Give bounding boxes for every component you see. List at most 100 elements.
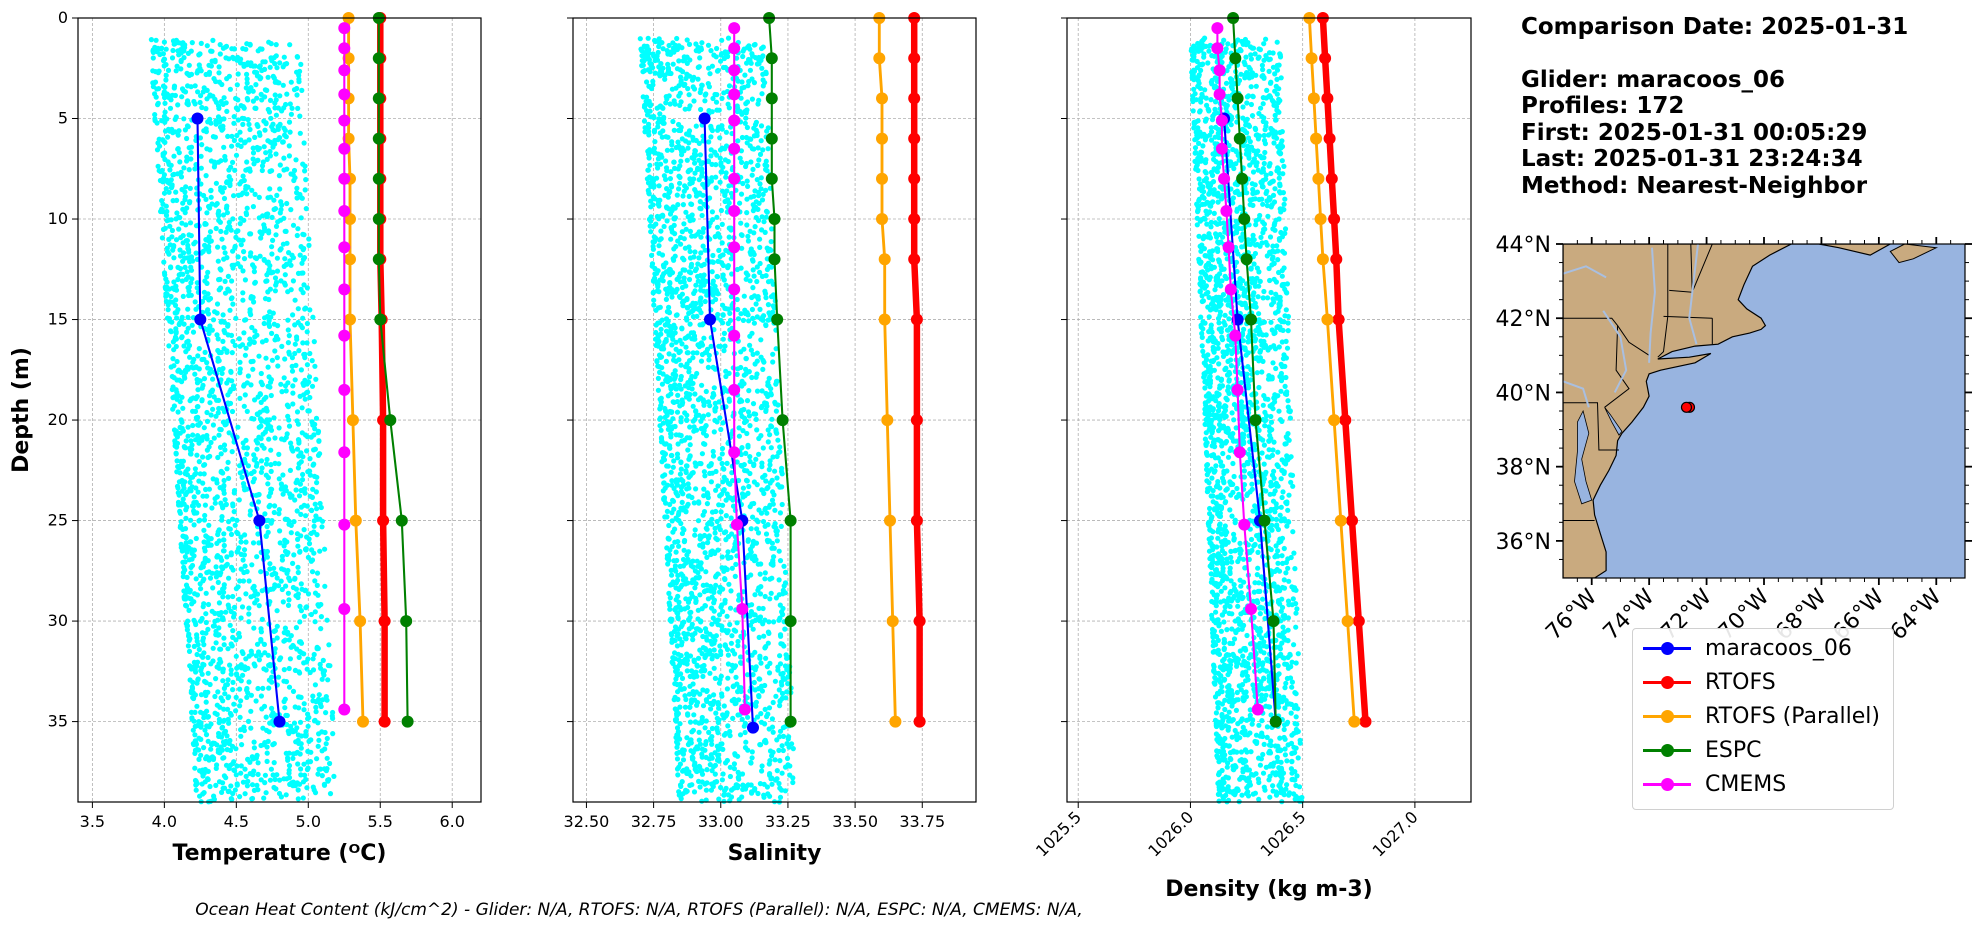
scatter-point: [221, 755, 227, 761]
scatter-point: [708, 153, 714, 159]
scatter-point: [226, 224, 232, 230]
scatter-point: [312, 790, 319, 796]
scatter-point: [197, 581, 203, 587]
scatter-point: [203, 246, 209, 252]
scatter-point: [154, 86, 160, 92]
scatter-point: [300, 471, 306, 478]
scatter-point: [687, 442, 693, 448]
scatter-point: [216, 600, 222, 606]
scatter-point: [208, 439, 214, 446]
scatter-point: [256, 353, 262, 359]
scatter-point: [216, 397, 222, 403]
scatter-point: [295, 536, 301, 543]
scatter-point: [212, 500, 218, 506]
scatter-point: [675, 626, 682, 632]
scatter-point: [670, 529, 676, 535]
scatter-point: [699, 212, 705, 219]
scatter-point: [213, 180, 219, 186]
scatter-point: [203, 692, 209, 699]
scatter-point: [199, 397, 205, 403]
scatter-point: [241, 382, 247, 388]
scatter-point: [312, 619, 318, 625]
scatter-point: [194, 394, 200, 400]
scatter-point: [226, 720, 232, 726]
scatter-point: [290, 255, 296, 261]
scatter-point: [692, 267, 699, 274]
scatter-point: [325, 778, 331, 784]
scatter-point: [779, 682, 785, 688]
scatter-point: [739, 407, 745, 413]
scatter-point: [705, 495, 711, 501]
scatter-point: [681, 547, 687, 553]
scatter-point: [204, 280, 210, 286]
scatter-point: [655, 387, 662, 393]
scatter-point: [240, 578, 247, 584]
scatter-point: [768, 445, 774, 451]
scatter-point: [247, 512, 253, 518]
scatter-point: [241, 403, 247, 409]
scatter-point: [216, 405, 222, 412]
scatter-point: [306, 541, 313, 547]
scatter-point: [681, 236, 687, 242]
scatter-point: [265, 481, 271, 487]
scatter-point: [194, 285, 200, 291]
scatter-point: [689, 697, 695, 703]
scatter-point: [238, 215, 244, 221]
scatter-point: [281, 155, 287, 161]
scatter-point: [322, 729, 328, 736]
scatter-point: [200, 564, 206, 570]
scatter-point: [221, 548, 227, 554]
scatter-point: [210, 134, 216, 140]
scatter-point: [693, 282, 699, 288]
scatter-point: [222, 422, 228, 428]
scatter-point: [207, 229, 214, 235]
scatter-point: [178, 463, 184, 469]
scatter-point: [728, 640, 735, 646]
scatter-point: [312, 682, 318, 688]
scatter-point: [271, 628, 277, 635]
scatter-point: [672, 165, 678, 171]
scatter-point: [230, 634, 236, 641]
scatter-point: [298, 459, 304, 465]
scatter-point: [192, 709, 198, 716]
scatter-point: [282, 637, 288, 643]
scatter-point: [700, 512, 706, 518]
scatter-point: [731, 665, 737, 671]
series-line: [377, 18, 388, 722]
scatter-point: [248, 692, 254, 698]
scatter-point: [177, 215, 183, 221]
scatter-point: [703, 787, 710, 793]
scatter-point: [181, 321, 187, 327]
scatter-point: [195, 387, 201, 393]
scatter-point: [271, 741, 277, 747]
scatter-point: [266, 266, 272, 273]
scatter-point: [753, 456, 759, 462]
scatter-point: [313, 376, 319, 382]
scatter-point: [244, 445, 250, 451]
scatter-point: [204, 274, 210, 280]
scatter-point: [267, 286, 273, 292]
scatter-point: [752, 553, 758, 559]
scatter-point: [230, 516, 236, 522]
scatter-point: [231, 46, 237, 52]
scatter-point: [153, 37, 159, 43]
scatter-point: [680, 747, 686, 753]
scatter-point: [179, 86, 186, 92]
scatter-point: [186, 648, 193, 655]
scatter-point: [257, 391, 263, 397]
scatter-point: [216, 625, 222, 631]
scatter-point: [286, 333, 292, 339]
scatter-point: [765, 439, 771, 445]
scatter-point: [158, 46, 164, 52]
scatter-point: [193, 437, 199, 443]
scatter-point: [251, 269, 257, 275]
scatter-point: [263, 790, 269, 796]
scatter-point: [265, 211, 271, 217]
scatter-point: [284, 570, 290, 576]
scatter-point: [234, 781, 240, 787]
scatter-point: [296, 453, 302, 459]
scatter-point: [213, 564, 219, 570]
scatter-point: [186, 557, 192, 563]
scatter-point: [718, 207, 725, 214]
scatter-point: [220, 312, 226, 318]
